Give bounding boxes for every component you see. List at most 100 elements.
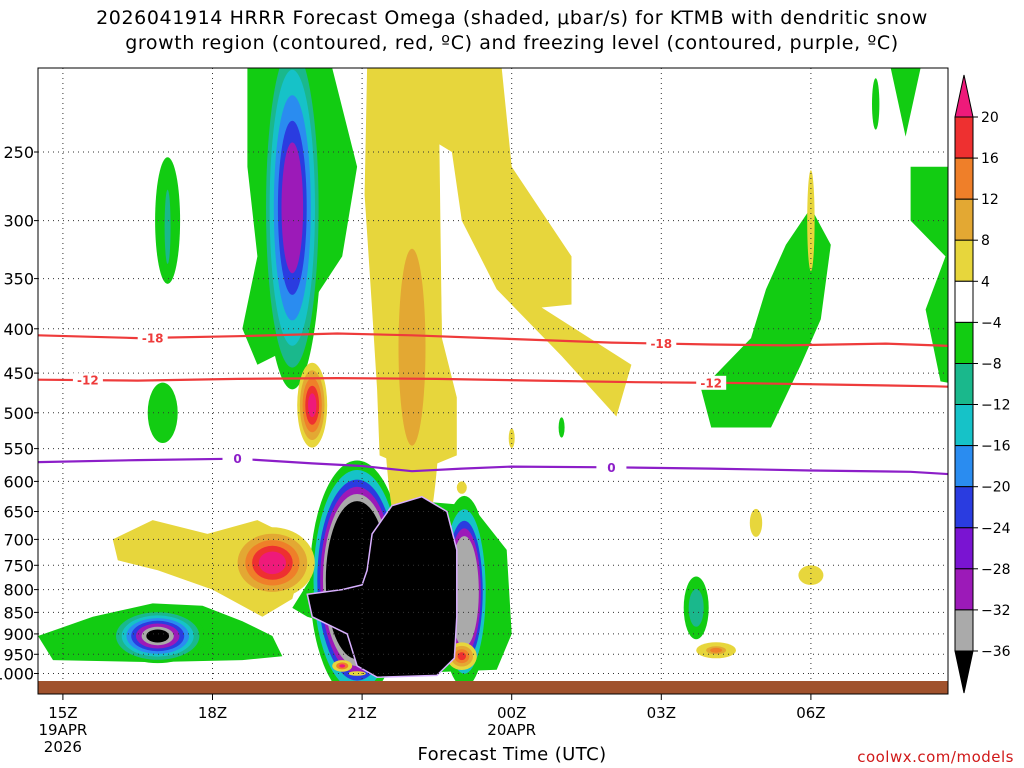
contour-label-1-1: -12 [700,376,722,390]
omega-black-core [306,495,458,679]
omega-feature-10-level-3 [457,652,466,661]
colorbar-label-7: −12 [981,398,1011,414]
colorbar-bin-7 [954,363,974,406]
colorbar-bin-6 [954,321,974,364]
x-year-label-15Z: 2026 [44,738,82,756]
colorbar-label-12: −32 [981,603,1011,619]
x-tick-label-03Z: 03Z [647,704,676,722]
colorbar-label-6: −8 [981,357,1002,373]
colorbar-bin-9 [954,445,974,488]
omega-small-feature-7 [147,382,178,443]
contour-label-2-1: 0 [607,461,615,475]
chart-title-line1: 2026041914 HRRR Forecast Omega (shaded, … [96,7,928,29]
omega-field [38,68,948,681]
colorbar-bottom-arrow [954,650,974,694]
x-tick-label-06Z: 06Z [796,704,825,722]
colorbar-label-0: 20 [981,110,999,126]
omega-feature-7-level-1 [398,248,426,446]
y-tick-label-950: 950 [3,645,34,664]
colorbar-label-10: −24 [981,521,1011,537]
contour-label-0-1: -18 [650,337,672,351]
omega-small-feature-6 [807,170,815,272]
y-tick-label-250: 250 [3,143,34,162]
y-tick-label-1000: 1000 [0,665,34,684]
contour-dendritic--12: -12 -12 [38,373,948,390]
colorbar-label-13: −36 [981,644,1011,660]
omega-feature-8-level-2 [710,647,723,653]
colorbar-bin-4 [954,239,974,282]
y-tick-label-300: 300 [3,212,34,231]
omega-feature-3-level-5 [281,142,304,274]
contour-label-bg-1-1 [696,375,727,390]
contour-label-1-0: -12 [77,374,99,388]
colorbar-bin-8 [954,404,974,447]
colorbar-top-arrow [954,74,974,118]
omega-small-feature-10 [872,78,880,130]
colorbar-bin-5 [954,280,974,323]
y-tick-label-700: 700 [3,530,34,549]
y-tick-label-450: 450 [3,364,34,383]
colorbar-bin-13 [954,609,974,652]
x-axis-label: Forecast Time (UTC) [417,744,607,765]
omega-small-feature-9 [164,189,171,264]
colorbar-bin-11 [954,527,974,570]
x-date-label-15Z: 19APR [38,721,87,739]
x-tick-label-18Z: 18Z [198,704,227,722]
contour-dendritic--18: -18 -18 [38,330,948,351]
colorbar: 20 16 12 8 4 −4 −8 −12 −16 −20 −24 −28 −32 −36 [954,74,1011,694]
y-tick-label-550: 550 [3,440,34,459]
x-date-label-00Z: 20APR [487,721,536,739]
x-tick-label-00Z: 00Z [497,704,526,722]
ground-bar [38,681,948,694]
contour-label-0-0: -18 [142,331,164,345]
y-tick-label-600: 600 [3,472,34,491]
y-axis-ticks: 250 300 350 400 450 500 550 600 650 700 750 800 850 9… [0,143,38,684]
y-tick-label-750: 750 [3,556,34,575]
contour-label-2-0: 0 [233,452,241,466]
contour-freezing-level-0: 00 [38,451,948,476]
colorbar-bin-3 [954,198,974,241]
y-tick-label-400: 400 [3,320,34,339]
grid-lines [38,68,948,681]
y-tick-label-650: 650 [3,503,34,522]
colorbar-label-3: 8 [981,233,990,249]
omega-feature-11-level-2 [339,664,346,668]
colorbar-label-9: −20 [981,480,1011,496]
chart-title-line2: growth region (contoured, red, ºC) and f… [125,32,899,54]
omega-mid-right-green [701,207,831,428]
contour-line-1 [38,376,948,388]
omega-small-feature-5 [798,565,824,585]
y-tick-label-850: 850 [3,603,34,622]
omega-top-right-green-sliver [890,68,921,137]
x-tick-label-21Z: 21Z [347,704,376,722]
omega-feature-2-level-7 [146,629,170,643]
y-tick-label-800: 800 [3,581,34,600]
chart-title: 2026041914 HRRR Forecast Omega (shaded, … [0,6,1024,56]
contour-label-bg-1-0 [72,373,103,388]
contour-label-bg-0-0 [137,330,168,345]
colorbar-label-1: 16 [981,151,999,167]
colorbar-label-4: 4 [981,274,990,290]
contour-label-bg-0-1 [646,336,677,351]
colorbar-bin-12 [954,568,974,611]
omega-small-feature-2 [558,417,565,438]
contour-label-bg-2-0 [222,451,253,466]
omega-feature-5-level-4 [308,393,317,418]
omega-small-feature-3 [456,481,467,494]
colorbar-label-5: −4 [981,315,1002,331]
credit-link[interactable]: coolwx.com/models [857,748,1014,766]
colorbar-label-11: −28 [981,562,1011,578]
omega-feature-9-level-1 [688,589,704,627]
colorbar-label-2: 12 [981,192,999,208]
contour-line-0 [38,332,948,347]
omega-small-feature-0 [348,671,366,676]
plot-frame [37,67,949,695]
colorbar-bin-10 [954,486,974,529]
omega-small-feature-4 [749,508,763,537]
colorbar-label-8: −16 [981,439,1011,455]
x-tick-label-15Z: 15Z [48,704,77,722]
y-tick-label-500: 500 [3,404,34,423]
colorbar-bin-2 [954,157,974,200]
y-tick-label-900: 900 [3,625,34,644]
